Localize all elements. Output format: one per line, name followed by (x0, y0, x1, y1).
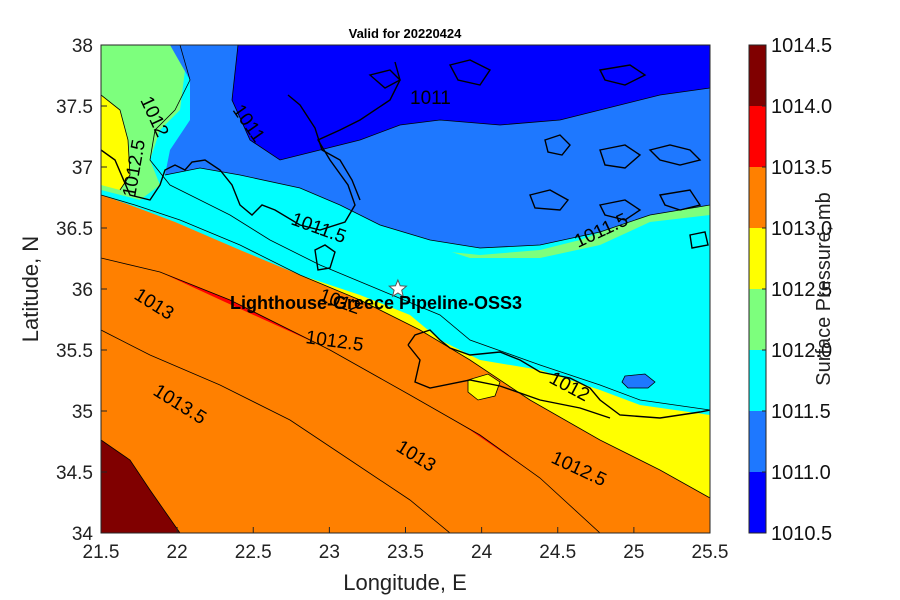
contour-lines (101, 45, 710, 533)
coast-crete (407, 329, 710, 419)
colorbar-tick-label: 1012.0 (771, 340, 832, 362)
colorbar-segment (749, 106, 766, 167)
colorbar-segment (749, 45, 766, 106)
y-axis-ticks: 34 34.5 35 35.5 36 36.5 37 37.5 38 (56, 36, 107, 545)
colorbar-segment (749, 350, 766, 411)
colorbar-segment (749, 289, 766, 350)
x-tick-label: 21.5 (83, 542, 120, 563)
x-axis-label: Longitude, E (343, 570, 467, 595)
x-tick-label: 23.5 (387, 542, 424, 563)
coast-peloponnese (101, 61, 401, 231)
band-1010.5-1011-east (622, 374, 655, 388)
coast-island-5 (529, 189, 570, 211)
y-tick-label: 34.5 (56, 463, 93, 484)
x-tick-label: 25.5 (692, 542, 729, 563)
x-tick-label: 23 (319, 542, 340, 563)
x-tick-label: 24 (471, 542, 493, 563)
colorbar-tick-label: 1014.5 (771, 35, 832, 57)
y-axis-label: Latitude, N (18, 236, 43, 342)
colorbar-tick-label: 1014.0 (771, 96, 832, 118)
coast-island-1 (314, 244, 336, 271)
site-marker: Lighthouse-Greece Pipeline-OSS3 (230, 278, 522, 313)
x-tick-label: 24.5 (539, 542, 576, 563)
coast-attica (287, 94, 361, 201)
band-below-1011 (232, 45, 710, 160)
coast-island-6 (598, 199, 642, 221)
coastlines (101, 59, 710, 419)
band-1012.5-1013 (101, 258, 600, 533)
y-tick-label: 37 (72, 158, 93, 179)
coast-island-4 (648, 144, 702, 166)
map-title: Valid for 20220424 (349, 26, 463, 41)
y-tick-label: 35 (72, 402, 93, 423)
colorbar-tick-label: 1011.5 (771, 401, 831, 423)
colorbar-tick-label: 1011.0 (771, 462, 831, 484)
y-tick-label: 37.5 (56, 97, 93, 118)
colorbar-tick-label: 1010.5 (771, 523, 832, 545)
y-tick-label: 35.5 (56, 341, 93, 362)
coast-island-11 (689, 231, 709, 249)
colorbar-segment (749, 472, 766, 533)
coast-island-10 (368, 69, 402, 89)
y-tick-label: 34 (72, 524, 94, 545)
x-tick-label: 22 (167, 542, 188, 563)
star-icon (388, 278, 408, 298)
colorbar-segment (749, 411, 766, 472)
band-1013.5-1014 (101, 440, 180, 533)
coast-island-3 (599, 144, 642, 169)
x-tick-label: 25 (623, 542, 644, 563)
x-tick-label: 22.5 (235, 542, 272, 563)
coast-island-8 (448, 59, 492, 86)
band-1011-1011.5-cyan (101, 75, 710, 415)
site-label: Lighthouse-Greece Pipeline-OSS3 (230, 293, 522, 313)
colorbar-tick-label: 1012.5 (771, 279, 832, 301)
colorbar-label: Surface Pressure, mb (813, 192, 835, 385)
colorbar-segment (749, 167, 766, 228)
coast-island-9 (598, 64, 647, 86)
coast-island-2 (544, 134, 571, 156)
contour-label: 1011 (410, 88, 451, 109)
x-axis-ticks: 21.5 22 22.5 23 23.5 24 24.5 25 25.5 (83, 527, 729, 563)
coast-island-7 (658, 189, 702, 211)
pressure-contour-field (101, 45, 710, 533)
colorbar-tick-label: 1013.5 (771, 157, 832, 179)
colorbar-tick-label: 1013.0 (771, 218, 832, 240)
colorbar-segment (749, 228, 766, 289)
band-1012-west-coast (101, 95, 130, 190)
colorbar: 1010.5 1011.0 1011.5 1012.0 1012.5 1013.0 1013… (748, 35, 832, 545)
y-tick-label: 36.5 (56, 219, 93, 240)
y-tick-label: 36 (72, 280, 93, 301)
y-tick-label: 38 (72, 36, 93, 57)
